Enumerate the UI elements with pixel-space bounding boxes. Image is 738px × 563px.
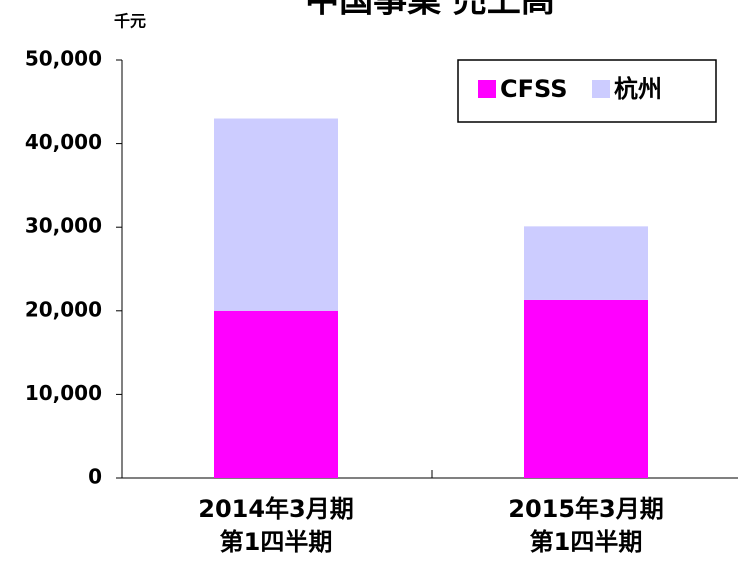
bar-segment [214,310,338,478]
x-tick-label: 2014年3月期 [198,495,354,523]
x-tick-label: 第1四半期 [530,528,643,556]
legend-label: 杭州 [614,75,662,103]
x-tick-label: 第1四半期 [220,528,333,556]
bar-segment [524,226,648,300]
legend-label: CFSS [500,75,568,103]
y-unit: 千元 [114,12,146,31]
y-tick-label: 50,000 [25,47,102,71]
legend-swatch [478,80,496,98]
y-tick-label: 20,000 [25,297,102,321]
y-tick-label: 30,000 [25,214,102,238]
y-tick-label: 10,000 [25,381,102,405]
bar-segment [524,299,648,478]
chart-title: 中国事業 売上高 [305,0,555,21]
bar-segment [214,118,338,311]
x-tick-label: 2015年3月期 [508,495,664,523]
y-tick-label: 40,000 [25,130,102,154]
y-tick-label: 0 [88,465,102,489]
legend-box [457,59,717,123]
legend-swatch [592,80,610,98]
